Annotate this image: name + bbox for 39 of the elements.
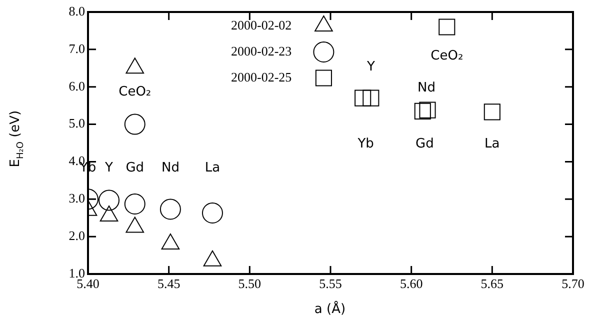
annotation: Nd (418, 80, 436, 96)
point (438, 18, 456, 36)
point (354, 90, 372, 106)
point (414, 102, 431, 120)
point (124, 194, 146, 215)
y-tick-label: 3.0 (68, 190, 85, 206)
annotation: La (484, 136, 500, 152)
y-tick-label: 5.0 (68, 116, 85, 131)
x-tick-label: 5.45 (157, 276, 180, 292)
point (160, 198, 181, 220)
annotation: Gd (415, 136, 434, 152)
x-tick-label: 5.65 (480, 276, 504, 292)
point (124, 114, 146, 135)
y-tick-label: 1.0 (68, 265, 85, 280)
x-axis-title: a (Å) (313, 302, 347, 317)
x-tick-label: 5.70 (562, 276, 584, 292)
annotation: CeO₂ (430, 48, 464, 64)
point (484, 104, 500, 120)
x-tick-label: 5.50 (238, 276, 262, 292)
legend-label: 2000-02-02 (231, 17, 292, 32)
point (419, 102, 436, 118)
y-tick-label: 7.0 (68, 40, 85, 56)
point (362, 90, 380, 106)
point (202, 202, 223, 224)
annotation: Y (366, 59, 375, 74)
point (98, 190, 120, 211)
annotation: Nd (161, 160, 180, 176)
legend-label: 2000-02-23 (231, 43, 292, 58)
y-tick-label: 6.0 (68, 78, 85, 94)
annotation: Y (104, 160, 114, 176)
annotation: Gd (126, 160, 144, 176)
y-tick-label: 2.0 (68, 228, 85, 243)
y-tick-label: 8.0 (68, 3, 85, 18)
annotation: Yb (356, 136, 374, 152)
annotation: La (204, 160, 220, 176)
x-tick-label: 5.55 (319, 276, 342, 292)
x-tick-label: 5.60 (400, 276, 423, 292)
annotation: CeO₂ (118, 84, 152, 100)
legend-label: 2000-02-25 (231, 69, 292, 84)
